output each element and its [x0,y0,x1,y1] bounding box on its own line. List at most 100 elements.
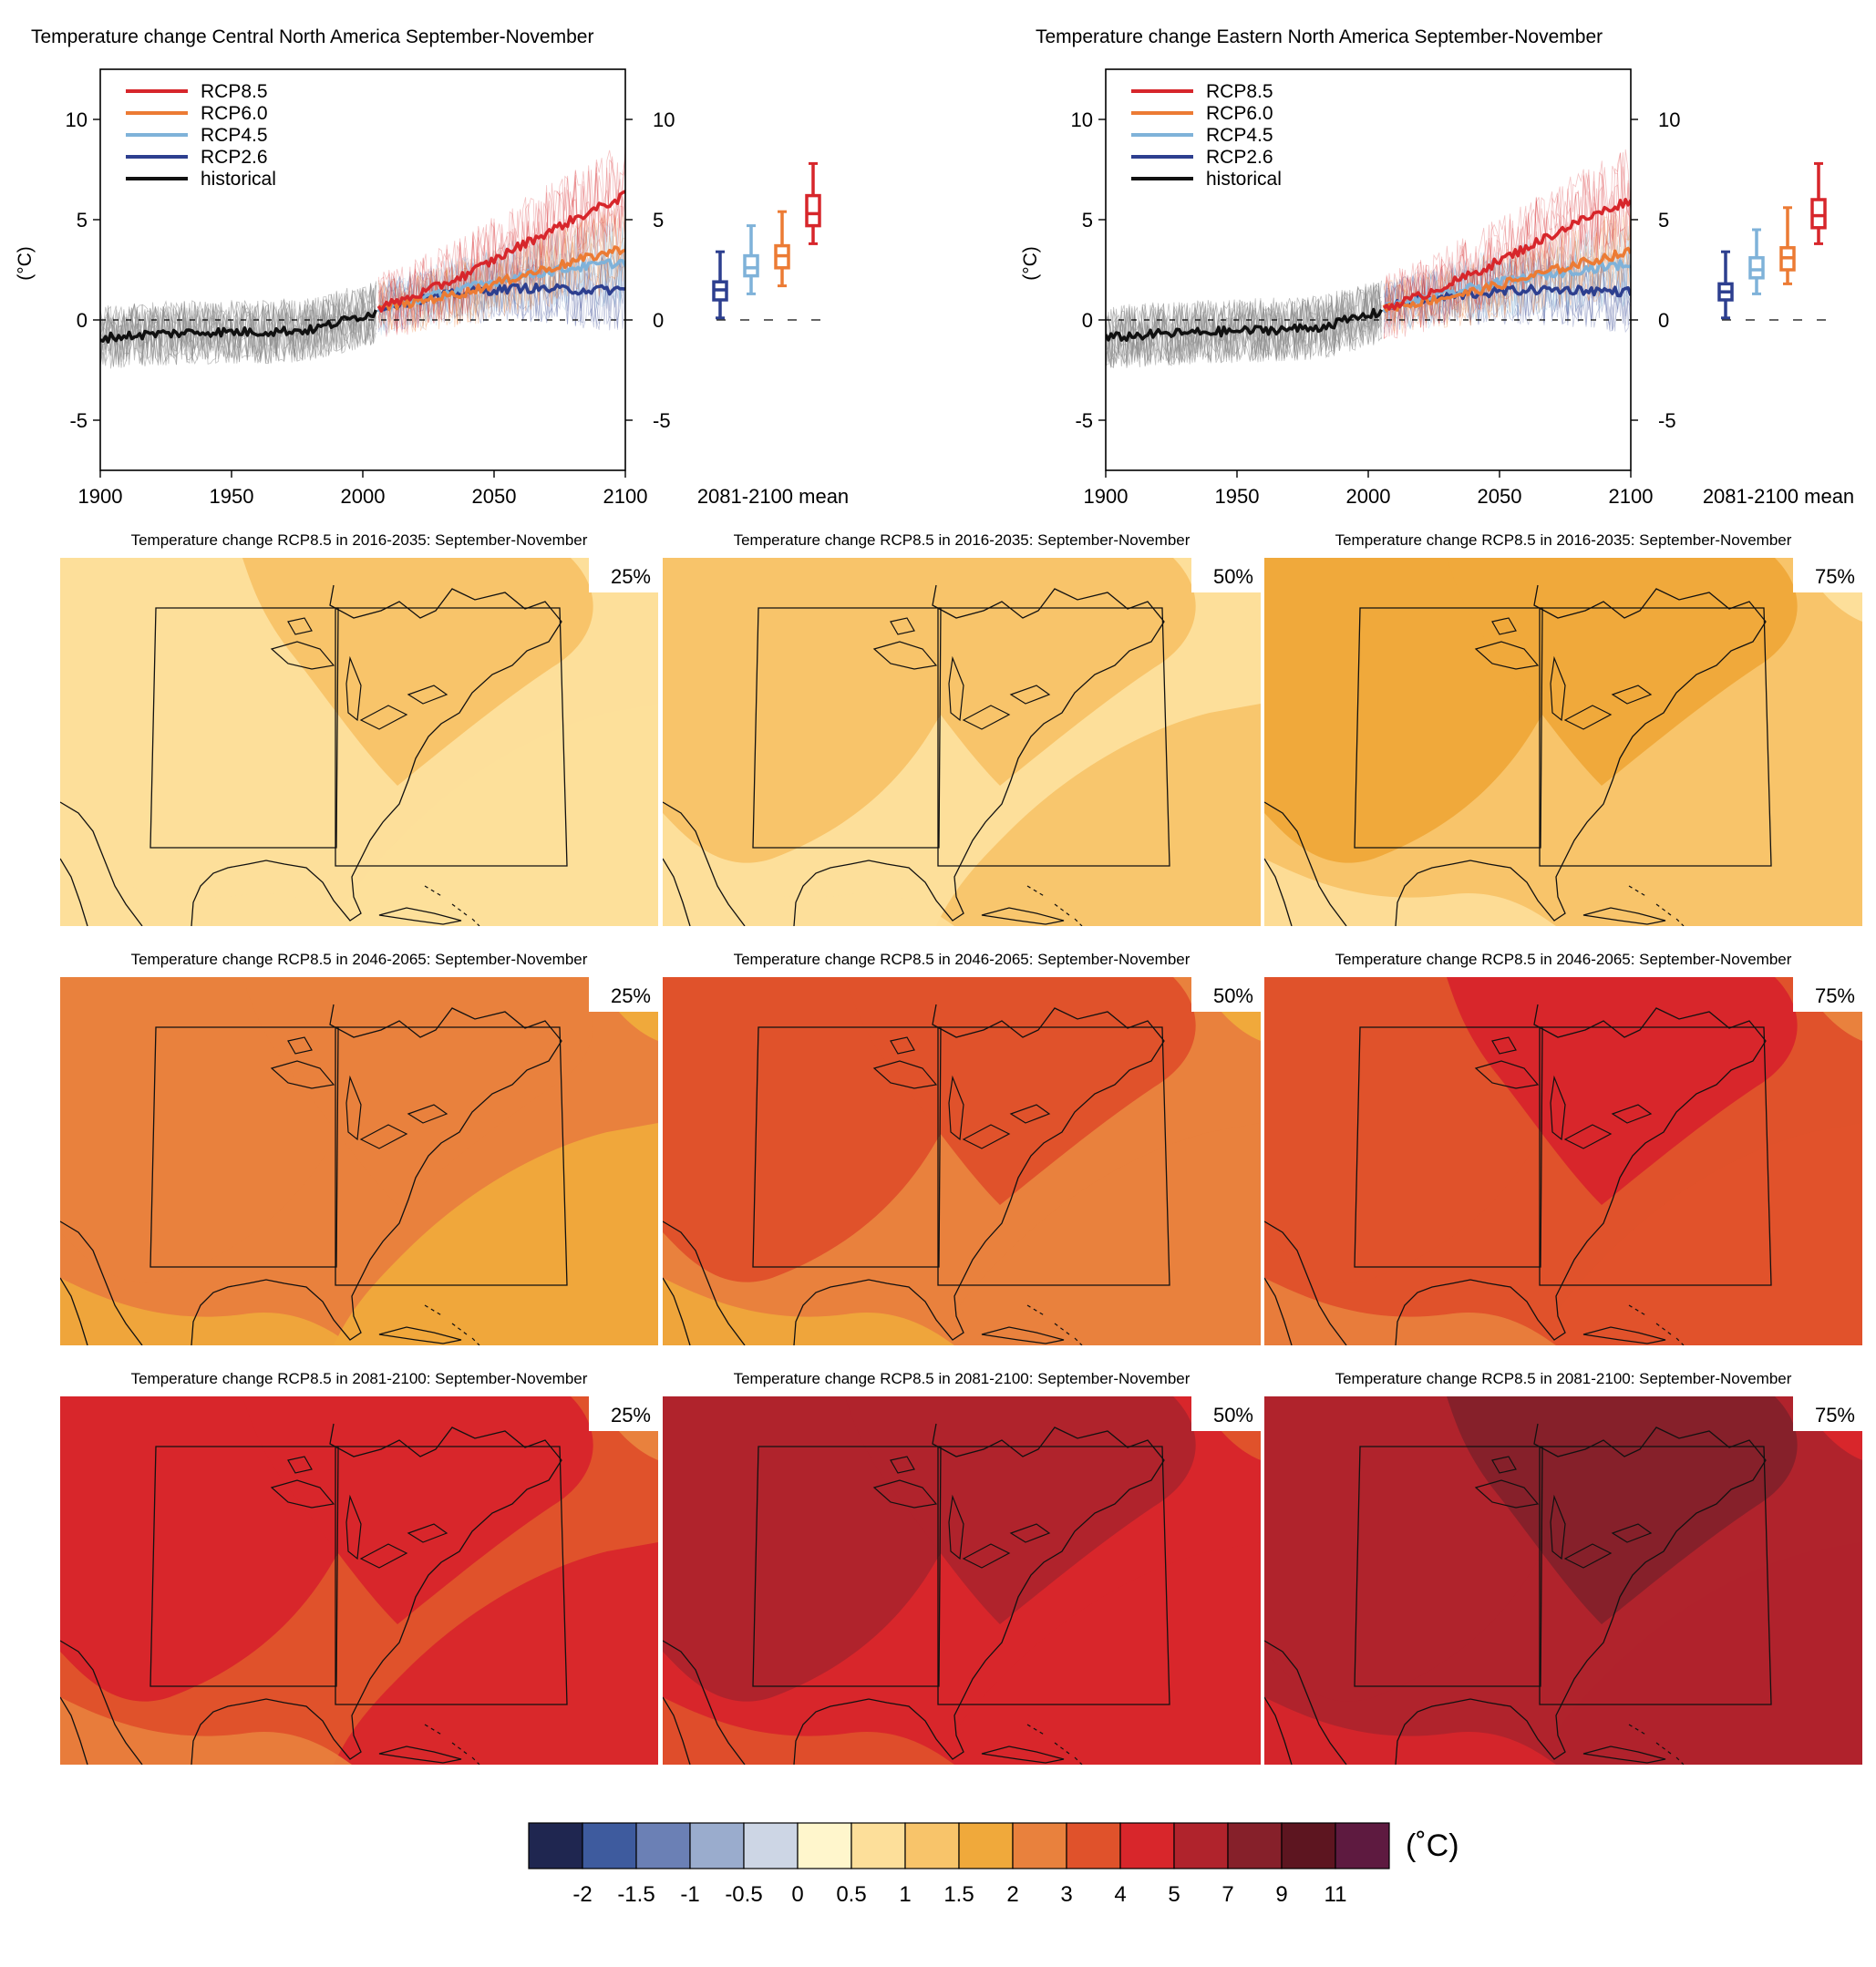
great-lake-outline [1550,1494,1566,1560]
colorbar-tick-label: -0.5 [725,1882,762,1907]
great-lake-outline [359,1124,408,1149]
boxplot-axis-label: 2081-2100 mean [1703,485,1854,508]
legend-label: RCP4.5 [201,125,268,146]
percentile-label: 25% [611,565,651,588]
great-lake-outline [1009,1523,1051,1543]
rcp85-member-line [377,144,625,335]
map-field [60,977,658,1345]
rcp26-member-line [377,254,625,330]
colorbar-tick-label: 1 [899,1882,911,1907]
map-panel-3-1: Temperature change RCP8.5 in 2081-2100: … [60,1370,658,1765]
colorbar-tick-label: 4 [1114,1882,1126,1907]
x-tick-label: 2100 [1609,485,1654,508]
map-field [1264,558,1862,926]
timeseries-panel-central: Temperature change Central North America… [15,26,849,508]
colorbar-swatch [689,1822,745,1869]
great-lake-outline [270,1060,335,1089]
coastline-baja [1264,858,1293,926]
great-lake-outline [345,655,362,722]
y-axis-label: (°C) [1020,246,1041,281]
colorbar-swatch [797,1822,852,1869]
y-tick-label-right: 5 [1658,209,1669,232]
legend-label: RCP6.0 [201,103,268,124]
colorbar-tick-label: -1 [680,1882,699,1907]
y-tick-label-left: 5 [1082,209,1093,232]
x-tick-label: 2100 [603,485,648,508]
island-outline [378,1326,462,1344]
island-chain [424,885,480,926]
y-tick-label-left: 10 [1071,108,1093,131]
great-lake-outline [948,1075,964,1141]
series-line-rcp85 [376,190,625,313]
great-lake-outline [890,617,915,635]
colorbar-swatch [1173,1822,1229,1869]
percentile-badge [1191,1396,1261,1431]
map-title: Temperature change RCP8.5 in 2046-2065: … [734,951,1191,968]
colorbar-swatch [904,1822,960,1869]
great-lake-outline [1563,1124,1613,1149]
series-line-historical [1106,307,1384,343]
coastline [1395,584,1767,926]
percentile-label: 25% [611,984,651,1007]
rcp85-member-line [377,162,625,326]
percentile-label: 50% [1213,565,1253,588]
y-tick-label-left: 5 [77,209,88,232]
y-tick-label-left: -5 [69,409,88,432]
historical-member-line [100,287,376,365]
great-lake-outline [1563,705,1613,730]
great-lake-outline [407,1523,448,1543]
coastline-baja [60,858,88,926]
region-box-eastern [335,1026,568,1286]
map-panel-2-1: Temperature change RCP8.5 in 2046-2065: … [60,951,658,1345]
historical-member-line [1106,283,1382,366]
rcp45-member-line [377,226,625,336]
coastline-west [1264,801,1347,926]
map-zone-southeast [936,1542,1261,1765]
map-panel-1-3: Temperature change RCP8.5 in 2016-2035: … [1264,531,1862,926]
colorbar-section: -2 -1.5 -1 -0.5 0 0.5 1 1.5 2 3 4 5 7 9 11 (˚C) [528,1822,1459,1907]
map-zone-north [845,977,1196,1205]
y-axis-label: (°C) [15,246,36,281]
y-tick-label-right: 5 [653,209,664,232]
map-title: Temperature change RCP8.5 in 2081-2100: … [131,1370,588,1387]
colorbar-swatch [1012,1822,1067,1869]
x-tick-label: 1900 [1084,485,1129,508]
region-box-eastern [1539,607,1772,867]
map-field [1264,977,1862,1345]
historical-member-line [1106,283,1382,368]
island-outline [981,1746,1065,1764]
region-box-central [1354,607,1543,849]
rcp85-member-line [377,158,625,332]
colorbar-swatch [635,1822,691,1869]
rcp60-member-line [377,216,625,335]
map-zone-south [663,1278,954,1345]
region-box-central [1354,1446,1543,1687]
coastline-baja [60,1696,88,1765]
chart-title: Temperature change Eastern North America… [1036,26,1603,47]
rcp85-member-line [1383,152,1631,339]
rcp26-member-line [1383,252,1631,332]
percentile-badge [1191,977,1261,1012]
series-line-rcp60 [377,245,625,312]
coastline [793,584,1165,926]
series-line-rcp85 [1382,198,1631,311]
coastline-baja [663,1277,691,1345]
coastline-west [663,1640,746,1765]
time-series-section: Temperature change Central North America… [15,26,1854,508]
region-box-central [1354,1026,1543,1268]
coastline-west [663,1220,746,1345]
coastline [191,584,562,926]
great-lake-outline [287,617,313,635]
island-chain [1628,1724,1685,1765]
percentile-label: 50% [1213,984,1253,1007]
map-zone-southeast [936,1123,1261,1345]
rcp45-member-line [1383,230,1631,335]
map-title: Temperature change RCP8.5 in 2016-2035: … [734,531,1191,549]
boxplot-box-rcp45 [1748,256,1765,280]
great-lake-outline [962,1543,1011,1569]
coastline-west [1264,1640,1347,1765]
great-lake-outline [962,1124,1011,1149]
great-lake-outline [359,1543,408,1569]
timeseries-panel-eastern: Temperature change Eastern North America… [1020,26,1854,508]
